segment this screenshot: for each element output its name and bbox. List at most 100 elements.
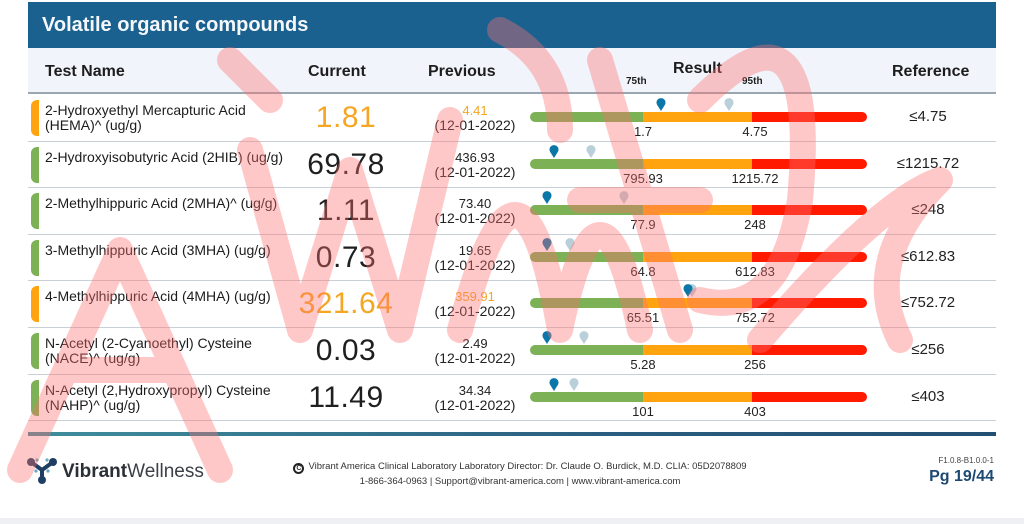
test-name: 3-Methylhippuric Acid (3MHA) (ug/g) xyxy=(45,241,271,258)
reference-value: ≤4.75 xyxy=(909,108,947,125)
bar-segment-moderate xyxy=(642,344,753,355)
bar-segment-normal xyxy=(530,298,643,309)
previous-marker-icon xyxy=(565,237,575,251)
result-bar xyxy=(530,298,867,309)
header-reference: Reference xyxy=(892,63,970,80)
table-row: N-Acetyl (2-Cyanoethyl) Cysteine (NACE)^… xyxy=(28,328,996,375)
header-previous: Previous xyxy=(428,63,496,80)
current-marker-icon xyxy=(549,377,559,391)
previous-value: 2.49 xyxy=(462,335,488,351)
reference-value: ≤256 xyxy=(911,340,945,358)
test-name: 4-Methylhippuric Acid (4MHA) (ug/g) xyxy=(45,288,271,305)
previous-marker-icon xyxy=(569,377,579,391)
tick-95th: 256 xyxy=(744,356,766,372)
test-name: 2-Hydroxyethyl Mercapturic Acid (HEMA)^ … xyxy=(45,102,246,133)
test-name: N-Acetyl (2,Hydroxypropyl) Cysteine (NAH… xyxy=(45,381,271,413)
bar-segment-high xyxy=(752,112,867,122)
previous-marker-icon xyxy=(579,331,589,344)
bar-segment-moderate xyxy=(642,205,753,216)
bar-segment-normal xyxy=(530,251,643,262)
tick-95th: 248 xyxy=(744,217,766,233)
current-value: 69.78 xyxy=(307,147,385,181)
previous-cell: 73.40 (12-01-2022) xyxy=(410,196,540,226)
test-name: 2-Hydroxyisobutyric Acid (2HIB) (ug/g) xyxy=(45,148,284,165)
result-bar xyxy=(530,112,867,122)
table-row: 2-Methylhippuric Acid (2MHA)^ (ug/g) 1.1… xyxy=(28,188,996,235)
logo-text-light: Wellness xyxy=(127,461,204,482)
tick-75th: 5.28 xyxy=(630,356,656,372)
result-bar xyxy=(530,205,867,216)
previous-value: 359.91 xyxy=(455,289,495,305)
previous-value: 73.40 xyxy=(458,196,492,212)
previous-date: (12-01-2022) xyxy=(434,117,516,133)
status-indicator xyxy=(31,193,39,230)
section-title: Volatile organic compounds xyxy=(42,14,309,36)
section-title-bar: Volatile organic compounds xyxy=(28,2,996,48)
tick-75th: 65.51 xyxy=(626,310,660,326)
previous-cell: 2.49 (12-01-2022) xyxy=(410,336,540,366)
previous-value: 19.65 xyxy=(458,242,492,258)
previous-cell: 436.93 (12-01-2022) xyxy=(410,150,540,180)
status-indicator xyxy=(31,239,39,276)
tick-95th: 1215.72 xyxy=(731,170,779,186)
header-current: Current xyxy=(308,63,366,80)
footer-divider xyxy=(28,432,996,436)
bar-segment-moderate xyxy=(642,298,753,309)
status-indicator xyxy=(31,379,39,416)
table-row: N-Acetyl (2,Hydroxypropyl) Cysteine (NAH… xyxy=(28,375,996,422)
bottom-strip xyxy=(0,518,1024,524)
table-row: 2-Hydroxyethyl Mercapturic Acid (HEMA)^ … xyxy=(28,95,996,142)
current-value: 0.03 xyxy=(315,333,377,367)
bar-segment-high xyxy=(752,298,867,309)
table-row: 2-Hydroxyisobutyric Acid (2HIB) (ug/g) 6… xyxy=(28,142,996,189)
previous-marker-icon xyxy=(619,191,629,205)
bar-segment-normal xyxy=(530,112,643,122)
previous-date: (12-01-2022) xyxy=(434,163,516,180)
test-name: N-Acetyl (2-Cyanoethyl) Cysteine (NACE)^… xyxy=(45,334,252,366)
bar-segment-high xyxy=(752,158,867,169)
status-indicator xyxy=(31,100,39,136)
previous-marker-icon xyxy=(724,98,734,111)
reference-value: ≤612.83 xyxy=(900,247,956,265)
bar-segment-normal xyxy=(530,344,643,355)
current-marker-icon xyxy=(549,144,559,158)
lab-info-line1: Vibrant America Clinical Laboratory Labo… xyxy=(308,461,747,472)
reference-value: ≤248 xyxy=(911,201,945,219)
previous-value: 34.34 xyxy=(458,382,492,398)
logo-text: VibrantWellness xyxy=(62,461,204,483)
current-value: 0.73 xyxy=(315,240,377,274)
bar-segment-moderate xyxy=(642,112,753,122)
lab-info: C Vibrant America Clinical Laboratory Lab… xyxy=(260,459,780,489)
header-test-name: Test Name xyxy=(45,63,125,80)
current-value: 321.64 xyxy=(298,287,394,321)
vibrant-wellness-logo: VibrantWellness xyxy=(26,457,206,487)
status-indicator xyxy=(31,332,39,369)
reference-value: ≤752.72 xyxy=(900,294,956,312)
result-bar xyxy=(530,158,867,169)
header-result: Result xyxy=(673,60,722,77)
test-name: 2-Methylhippuric Acid (2MHA)^ (ug/g) xyxy=(45,195,278,212)
status-indicator xyxy=(31,146,39,183)
tick-95th: 403 xyxy=(744,403,766,419)
previous-cell: 4.41 (12-01-2022) xyxy=(410,103,540,133)
reference-value: ≤403 xyxy=(911,387,945,405)
header-95th: 95th xyxy=(742,76,763,87)
vibrant-logo-icon xyxy=(27,458,57,484)
logo-text-bold: Vibrant xyxy=(62,461,128,482)
previous-date: (12-01-2022) xyxy=(434,349,516,366)
bar-segment-high xyxy=(752,205,867,216)
previous-cell: 19.65 (12-01-2022) xyxy=(410,243,540,273)
tick-75th: 64.8 xyxy=(630,263,656,279)
tick-95th: 4.75 xyxy=(742,124,768,139)
tick-75th: 101 xyxy=(632,403,654,419)
previous-date: (12-01-2022) xyxy=(434,396,516,413)
result-bar xyxy=(530,251,867,262)
current-marker-icon xyxy=(656,98,666,111)
bar-segment-moderate xyxy=(642,251,753,262)
bar-segment-normal xyxy=(530,205,643,216)
bar-segment-moderate xyxy=(642,158,753,169)
version-label: F1.0.8-B1.0.0-1 xyxy=(938,456,994,465)
current-marker-icon xyxy=(542,191,552,205)
previous-marker-icon xyxy=(586,144,596,158)
